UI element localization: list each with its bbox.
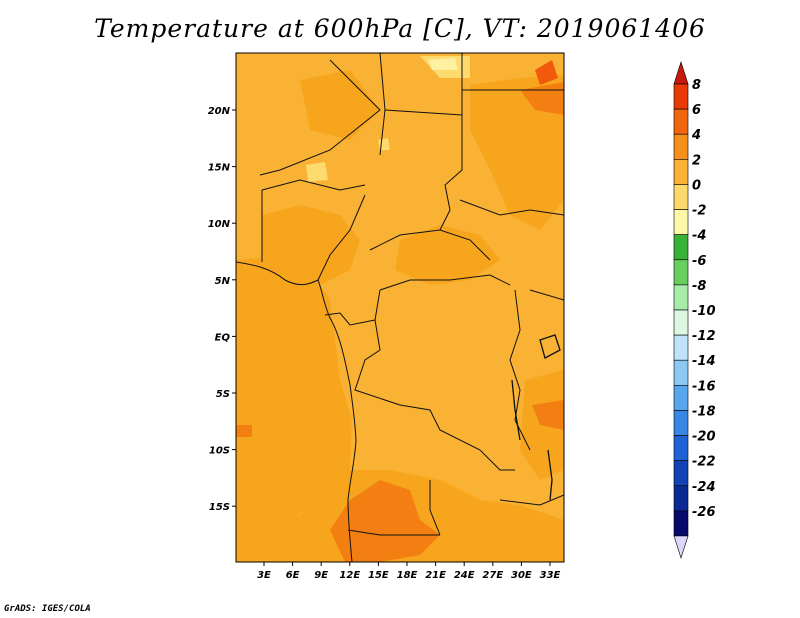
colorbar-label: -14: [692, 354, 716, 369]
colorbar-swatch: [673, 435, 689, 461]
colorbar-swatch: [673, 209, 689, 235]
colorbar-swatch: [673, 108, 689, 135]
border-angola-zambia: [429, 480, 441, 536]
border-zambia-mozambique: [499, 494, 564, 506]
lon-tick-label: 12E: [339, 570, 360, 581]
colorbar-swatch: [673, 385, 689, 411]
country-borders: [236, 53, 564, 562]
chart-title: Temperature at 600hPa [C], VT: 201906140…: [94, 14, 706, 43]
colorbar-swatch: [673, 510, 689, 537]
warm-region-northeast: [470, 75, 564, 230]
colorbar-label: -12: [692, 329, 716, 344]
cool-region-niger: [306, 162, 328, 182]
lon-tick-label: 3E: [257, 570, 271, 581]
colorbar-swatch: [673, 309, 689, 336]
lon-tick-label: 27E: [482, 570, 503, 581]
coastline-gulf-of-guinea: [236, 261, 357, 562]
colorbar-swatch: [673, 485, 689, 512]
border-car-drc: [379, 274, 511, 291]
border-gabon-congo: [324, 312, 376, 326]
colorbar: 8 6 4 2 0 -2 -4 -6 -8 -10 -12 -14 -16 -18 -20 -22 -24 -26: [673, 61, 716, 559]
colorbar-label: 0: [692, 178, 701, 193]
lat-tick-label: 15N: [208, 163, 231, 174]
border-drc-south: [399, 404, 515, 471]
colorbar-label: -26: [692, 505, 716, 520]
colorbar-swatch: [673, 133, 689, 160]
lon-tick-label: 21E: [425, 570, 446, 581]
latitude-axis: 20N 15N 10N 5N EQ 5S 10S 15S: [208, 106, 236, 513]
colorbar-label: -10: [692, 304, 716, 319]
colorbar-label: -24: [692, 480, 716, 495]
border-drc-west: [354, 289, 401, 406]
very-hot-region-northeast: [535, 60, 558, 85]
warm-region-nigeria: [262, 205, 360, 285]
border-nigeria-cameroon: [317, 194, 366, 281]
lat-tick-label: 10S: [209, 446, 230, 457]
lat-tick-label: 10N: [208, 219, 231, 230]
colorbar-swatch: [673, 284, 689, 311]
lat-tick-label: 5N: [215, 276, 231, 287]
temperature-field: [236, 53, 564, 562]
colorbar-swatch: [673, 184, 689, 210]
warm-region-west: [236, 255, 352, 540]
warm-region-car: [395, 225, 500, 285]
warm-region-sahara: [300, 70, 380, 140]
colorbar-swatch: [673, 234, 689, 261]
colorbar-top-arrow: [673, 61, 689, 85]
hot-region-angola: [330, 480, 440, 562]
border-chad-car: [369, 229, 491, 261]
border-chad-sudan: [439, 115, 463, 231]
lon-tick-label: 24E: [454, 570, 475, 581]
colorbar-label: 2: [692, 153, 701, 168]
colorbar-label: -8: [692, 279, 706, 294]
coolest-region-north: [428, 58, 458, 70]
colorbar-swatch: [673, 83, 689, 110]
colorbar-bottom-arrow: [673, 535, 689, 559]
colorbar-label: 4: [691, 128, 701, 143]
lon-tick-label: 30E: [511, 570, 532, 581]
lake-malawi: [547, 449, 553, 501]
map-frame: [235, 52, 565, 563]
border-sudan-south-sudan: [459, 199, 564, 216]
colorbar-swatch: [673, 159, 689, 185]
border-niger-north: [259, 59, 381, 176]
colorbar-swatch: [673, 359, 689, 386]
border-chad-libya: [384, 109, 463, 116]
lat-tick-label: 5S: [216, 389, 230, 400]
colorbar-label: -18: [692, 404, 716, 419]
lake-tanganyika: [511, 379, 521, 441]
grads-credit: GrADS: IGES/COLA: [4, 604, 91, 614]
lat-tick-label: EQ: [215, 332, 231, 343]
hot-region-atlantic: [236, 425, 252, 437]
border-ethiopia: [529, 289, 564, 301]
cool-region-chad: [378, 138, 390, 150]
colorbar-swatch: [673, 460, 689, 487]
lakes: [511, 334, 561, 501]
colorbar-label: -6: [692, 254, 706, 269]
colorbar-label: -16: [692, 379, 716, 394]
border-niger-nigeria: [261, 179, 366, 191]
lat-tick-label: 15S: [209, 502, 230, 513]
lat-tick-label: 20N: [208, 106, 231, 117]
lake-victoria: [539, 334, 561, 359]
lon-tick-label: 9E: [314, 570, 328, 581]
lon-tick-label: 6E: [286, 570, 300, 581]
colorbar-label: 8: [692, 78, 701, 93]
lon-tick-label: 18E: [397, 570, 418, 581]
lon-tick-label: 33E: [540, 570, 561, 581]
border-angola-namibia: [347, 529, 440, 536]
colorbar-swatch: [673, 334, 689, 361]
colorbar-label: -20: [692, 430, 716, 445]
colorbar-label: -22: [692, 455, 716, 470]
colorbar-label: -2: [692, 204, 706, 219]
colorbar-label: 6: [692, 103, 701, 118]
colorbar-label: -4: [692, 229, 706, 244]
hot-region-ethiopia: [532, 400, 564, 430]
colorbar-swatch: [673, 410, 689, 436]
colorbar-swatch: [673, 259, 689, 286]
lon-tick-label: 15E: [368, 570, 389, 581]
longitude-axis: 3E 6E 9E 12E 15E 18E 21E 24E 27E 30E 33E: [257, 562, 561, 581]
